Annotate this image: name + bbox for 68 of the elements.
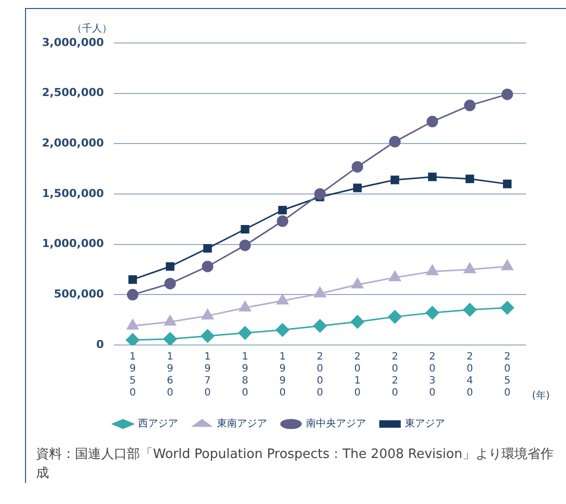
point — [500, 301, 514, 315]
y-tick-label: 2,000,000 — [42, 136, 104, 150]
point — [390, 176, 400, 184]
y-tick-label: 0 — [96, 338, 104, 351]
point — [126, 333, 140, 345]
point — [466, 174, 474, 184]
point — [388, 310, 402, 324]
y-tick-label: 3,000,000 — [42, 36, 104, 49]
point — [278, 206, 287, 214]
point — [238, 326, 252, 340]
point — [464, 262, 476, 274]
legend-label: 東南アジア — [217, 418, 267, 430]
x-tick-label: 2030 — [429, 352, 436, 399]
point — [276, 215, 288, 227]
point — [126, 319, 139, 330]
point — [126, 288, 138, 300]
y-axis-title: （千人） — [72, 22, 112, 35]
legend-label: 西アジア — [138, 418, 178, 430]
point — [239, 301, 251, 312]
point — [200, 329, 214, 343]
point — [276, 294, 288, 304]
y-tick-label: 2,500,000 — [42, 86, 104, 100]
x-axis-title: (年) — [532, 390, 550, 402]
legend-label: 南中央アジア — [306, 418, 366, 430]
point — [502, 88, 514, 100]
point — [164, 315, 176, 326]
point — [202, 260, 214, 272]
y-tick-label: 500,000 — [54, 288, 104, 301]
point — [164, 278, 176, 290]
x-tick-label: 2050 — [504, 352, 510, 399]
x-tick-label: 1980 — [242, 352, 248, 399]
point — [501, 260, 514, 270]
x-tick-label: 2000 — [316, 352, 324, 399]
point — [353, 184, 362, 192]
x-tick-label: 2010 — [354, 352, 361, 399]
legend-label: 東アジア — [405, 418, 445, 430]
x-tick-label: 1950 — [129, 352, 136, 399]
point — [350, 315, 364, 329]
point — [428, 172, 437, 182]
point — [314, 286, 326, 298]
point — [203, 244, 212, 253]
point — [276, 323, 290, 337]
point — [163, 332, 177, 345]
x-tick-label: 1970 — [204, 352, 211, 399]
y-tick-label: 1,500,000 — [42, 186, 104, 200]
x-tick-label: 2020 — [392, 352, 398, 399]
y-tick-label: 1,000,000 — [42, 237, 104, 250]
point — [352, 161, 364, 173]
point — [502, 180, 512, 188]
point — [388, 270, 401, 282]
point — [426, 306, 440, 320]
point — [464, 100, 476, 112]
point — [314, 188, 326, 200]
text: 資料：国連人口部「World Population Prospects：The 2008 Revision」より環境省作成 — [36, 446, 554, 483]
point — [463, 303, 477, 317]
point — [389, 136, 401, 148]
point — [351, 278, 364, 288]
point — [128, 275, 137, 284]
point — [426, 116, 438, 128]
x-tick-label: 2040 — [466, 352, 473, 399]
point — [202, 309, 214, 320]
point — [240, 224, 250, 234]
x-tick-label: 1990 — [279, 352, 286, 399]
x-tick-label: 1960 — [166, 352, 174, 399]
point — [166, 262, 174, 271]
point — [313, 319, 327, 333]
point — [426, 264, 438, 276]
point — [239, 240, 251, 252]
